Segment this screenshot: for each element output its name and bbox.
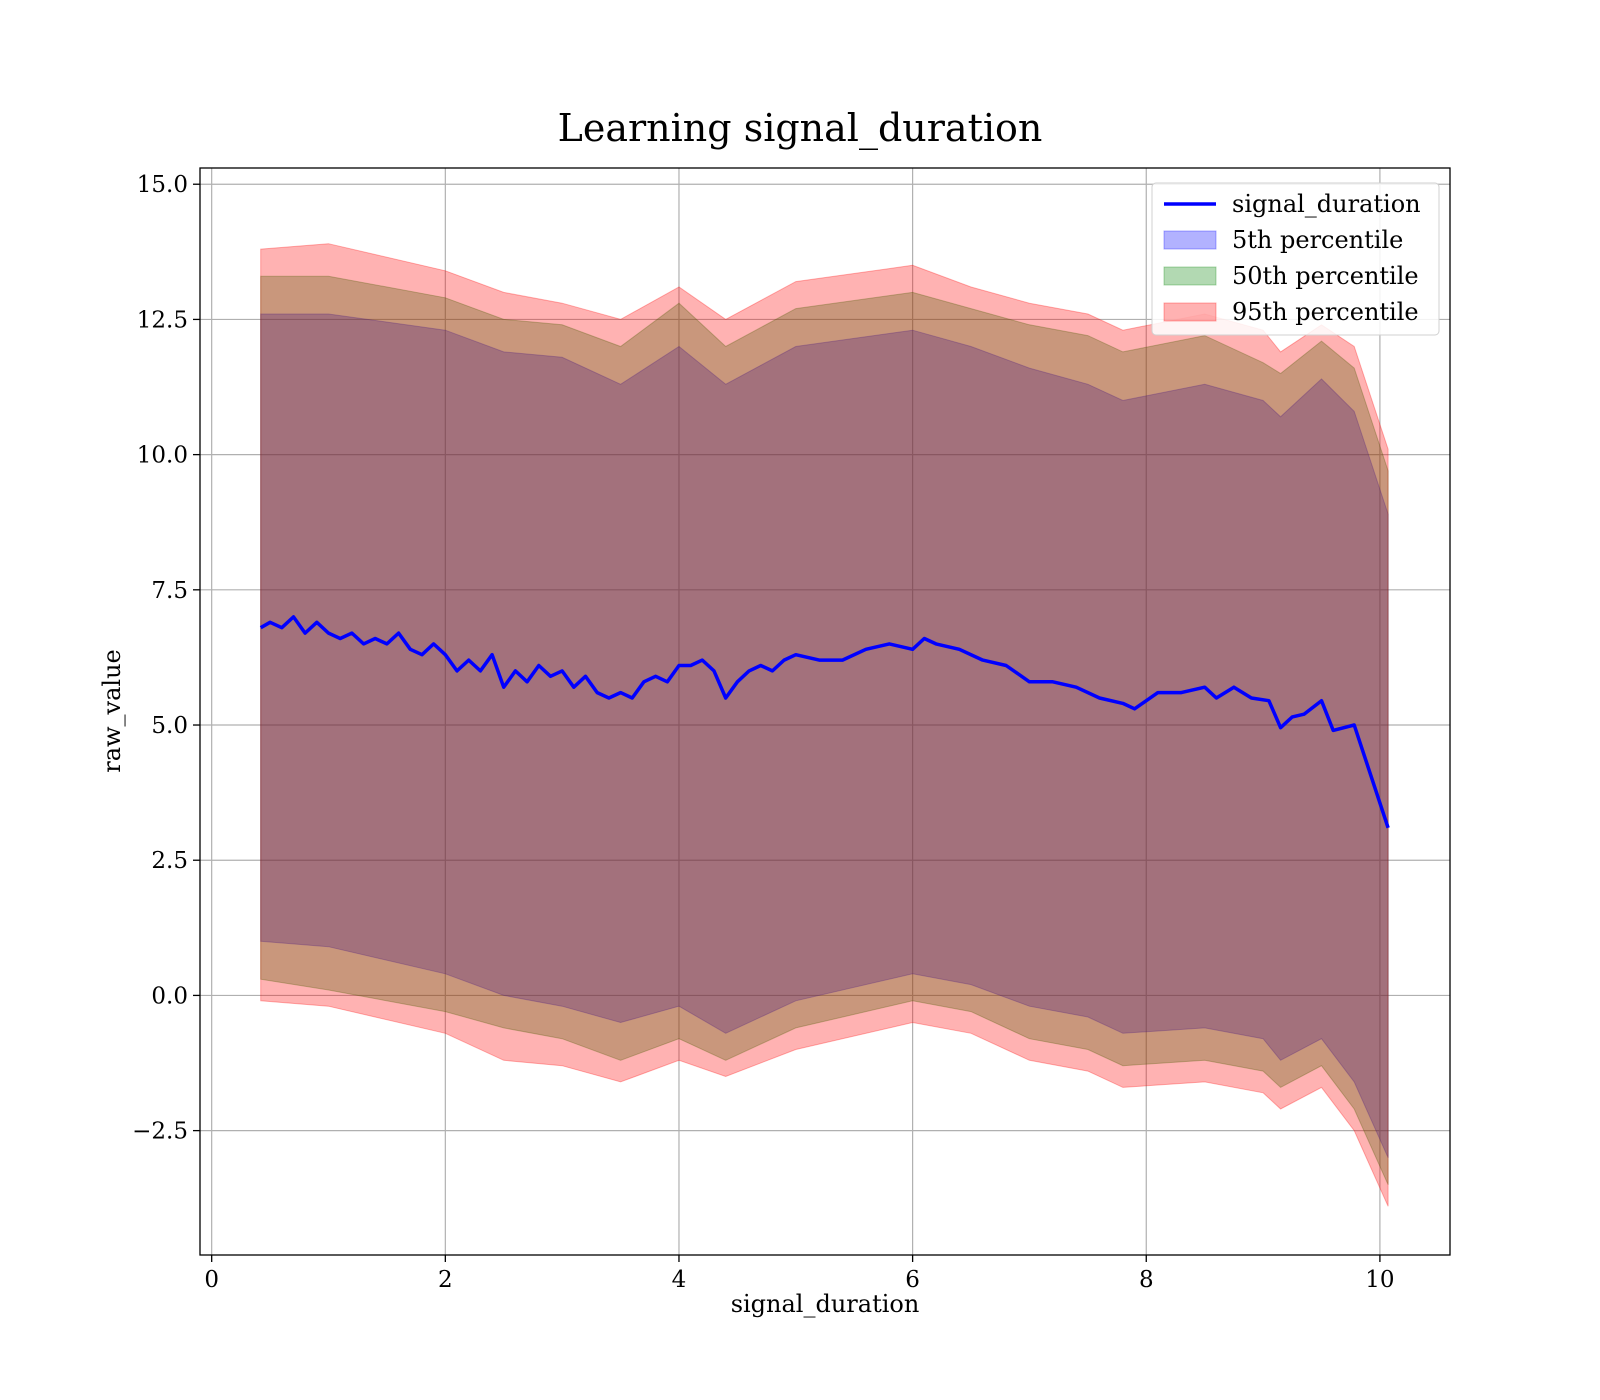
y-tick-label: 5.0 [151,713,188,739]
y-tick-label: 7.5 [151,578,188,604]
band-50th-percentile [260,275,1389,1185]
y-tick-label: −2.5 [132,1119,188,1145]
legend: signal_duration 5th percentile 50th percen… [1151,182,1440,336]
grid [200,168,1450,1255]
y-axis-ticks: −2.5 0.0 2.5 5.0 7.5 10.0 12.5 15.0 [132,172,200,1145]
legend-entry-label: 50th percentile [1232,262,1419,290]
legend-entry-label: 95th percentile [1232,298,1419,326]
y-tick-label: 2.5 [151,848,188,874]
series-line-signal_duration [259,615,1390,829]
y-tick-label: 0.0 [151,983,188,1009]
legend-box [1151,182,1440,336]
x-tick-label: 2 [438,1267,453,1293]
y-tick-label: 15.0 [137,172,188,198]
x-tick-label: 10 [1365,1267,1394,1293]
chart-title: Learning signal_duration [558,106,1043,151]
x-axis-label: signal_duration [731,1290,920,1318]
band-5th-percentile [260,313,1389,1158]
band-95th-percentile [260,243,1389,1207]
y-tick-label: 12.5 [137,307,188,333]
y-axis-label: raw_value [98,649,126,773]
legend-swatch-band [1163,302,1217,322]
x-axis-ticks: 0 2 4 6 8 10 [204,1255,1395,1293]
plot-area [199,167,1451,1256]
percentile-bands [260,243,1389,1207]
plot-frame [199,167,1451,1256]
x-tick-label: 8 [1139,1267,1154,1293]
x-tick-label: 4 [672,1267,687,1293]
legend-swatch-band [1163,230,1217,250]
legend-entry-label: 5th percentile [1232,226,1403,254]
legend-swatch-band [1163,266,1217,286]
x-tick-label: 0 [204,1267,219,1293]
y-tick-label: 10.0 [137,443,188,469]
x-tick-label: 6 [905,1267,920,1293]
series-lines [259,615,1390,829]
plot-frame-background [200,168,1450,1255]
legend-entry-label: signal_duration [1232,190,1421,218]
